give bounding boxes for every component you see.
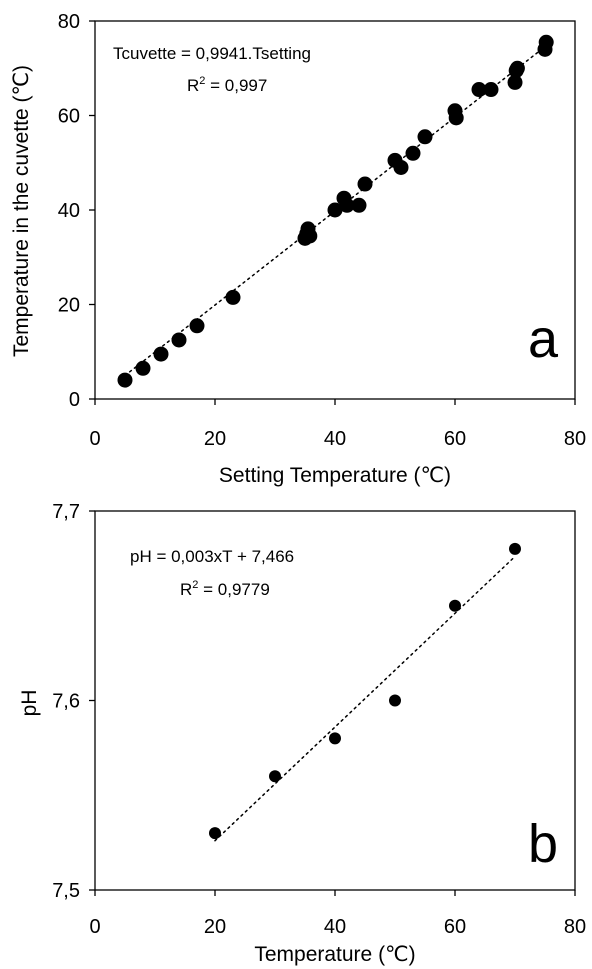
panel-a-data-point <box>351 197 367 213</box>
panel-a-y-tick-label: 20 <box>58 295 80 317</box>
panel-b-trendline <box>214 555 516 842</box>
panel-b-data-point <box>209 827 221 840</box>
panel-b-x-tick-label: 0 <box>89 916 100 938</box>
panel-b-r-squared: R2 = 0,9779 <box>180 579 270 599</box>
panel-a-y-tick-label: 80 <box>58 11 80 33</box>
panel-b-equation: pH = 0,003xT + 7,466 <box>130 547 294 566</box>
panel-b-x-axis-title: Temperature (℃) <box>254 943 415 966</box>
panel-b-data-point <box>269 770 281 783</box>
panel-a-data-point <box>171 332 187 348</box>
panel-a-x-tick-label: 20 <box>204 428 226 450</box>
panel-a-r-squared: R2 = 0,997 <box>187 75 267 95</box>
panel-a-x-tick-label: 40 <box>324 428 346 450</box>
panel-a-r-squared-superscript: 2 <box>199 75 205 87</box>
panel-b-r-squared-superscript: 2 <box>192 579 198 591</box>
panel-a-data-point <box>393 159 409 175</box>
panel-a-y-axis-title: Temperature in the cuvette (℃) <box>10 65 33 357</box>
panel-a-data-point <box>189 318 205 334</box>
panel-a-data-point <box>509 60 525 76</box>
panel-a-x-tick-labels: 0 20 40 60 80 <box>89 428 586 450</box>
panel-b-chart: pH 7,5 7,6 7,7 0 20 40 60 80 Temperature… <box>18 501 586 966</box>
panel-a-y-tick-label: 40 <box>58 200 80 222</box>
panel-a-x-tick-label: 60 <box>444 428 466 450</box>
panel-a-data-point <box>405 145 421 161</box>
panel-b-y-tick-labels: 7,5 7,6 7,7 <box>52 501 80 902</box>
panel-b-x-tick-label: 80 <box>564 916 586 938</box>
panel-b-x-tick-labels: 0 20 40 60 80 <box>89 916 586 938</box>
panel-b-data-point <box>509 542 521 555</box>
panel-a-data-point <box>302 228 318 244</box>
panel-b-y-tick-label: 7,7 <box>52 501 80 523</box>
panel-a-y-tick-labels: 0 20 40 60 80 <box>58 11 80 411</box>
panel-a-x-axis-title: Setting Temperature (℃) <box>219 464 451 487</box>
panel-a-data-point <box>153 346 169 362</box>
panel-a-data-point <box>538 34 554 50</box>
panel-b-x-tick-label: 20 <box>204 916 226 938</box>
panel-a-data-point <box>448 110 464 126</box>
panel-a-data-point <box>327 202 343 218</box>
panel-a-data-point <box>471 82 487 98</box>
panel-a-x-tick-label: 0 <box>89 428 100 450</box>
panel-b-label: b <box>528 814 558 874</box>
panel-a-data-point <box>417 129 433 145</box>
panel-a-equation: Tcuvette = 0,9941.Tsetting <box>113 44 311 63</box>
panel-a-data-point <box>225 289 241 305</box>
panel-a-y-tick-label: 0 <box>69 389 80 411</box>
panel-a-chart: Temperature in the cuvette (℃) 0 20 40 6… <box>10 11 586 487</box>
panel-b-data-point <box>449 599 461 612</box>
panel-b-data-point <box>389 694 401 707</box>
panel-a-data-point <box>339 197 355 213</box>
panel-a-data-point <box>507 74 523 90</box>
panel-b-y-tick-label: 7,6 <box>52 691 80 713</box>
panel-b-y-axis-title: pH <box>18 690 41 717</box>
panel-b-y-tick-label: 7,5 <box>52 880 80 902</box>
panel-a-data-point <box>117 372 133 388</box>
panel-a-x-tick-label: 80 <box>564 428 586 450</box>
panel-a-data-point <box>135 360 151 376</box>
panel-a-data-point <box>483 82 499 98</box>
panel-b-x-tick-label: 40 <box>324 916 346 938</box>
panel-a-data-point <box>357 176 373 192</box>
panel-a-label: a <box>528 309 559 369</box>
panel-a-y-tick-label: 60 <box>58 106 80 128</box>
panel-b-x-tick-label: 60 <box>444 916 466 938</box>
panel-b-data-point <box>329 732 341 745</box>
